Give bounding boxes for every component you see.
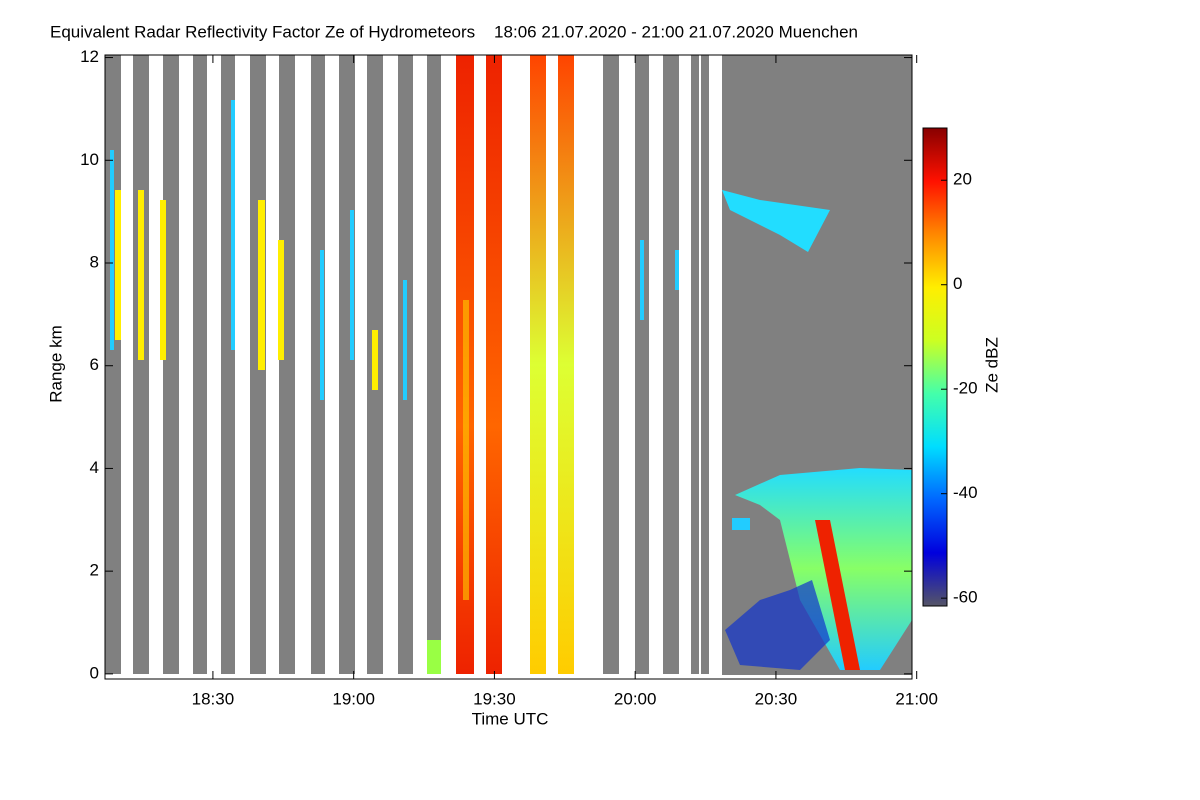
x-tick-label: 18:30 [192, 689, 235, 708]
y-tick-label: 6 [90, 355, 99, 374]
plot-frame [104, 54, 913, 680]
colorbar-tick-label: 0 [953, 274, 962, 293]
y-tick-label: 8 [90, 252, 99, 271]
x-tick-label: 20:30 [755, 689, 798, 708]
x-tick-label: 20:00 [614, 689, 657, 708]
y-tick-label: 0 [90, 663, 99, 682]
chart-title: Equivalent Radar Reflectivity Factor Ze … [50, 22, 858, 41]
x-tick-label: 19:30 [473, 689, 516, 708]
x-axis-label: Time UTC [472, 709, 549, 728]
radar-image [105, 55, 912, 675]
colorbar-tick-label: 20 [953, 170, 972, 189]
colorbar-tick-label: -20 [953, 379, 978, 398]
colorbar [922, 127, 948, 607]
colorbar-label: Ze dBZ [982, 337, 1001, 393]
colorbar-tick-label: -40 [953, 483, 978, 502]
x-tick-label: 21:00 [895, 689, 938, 708]
x-tick-label: 19:00 [332, 689, 375, 708]
y-tick-label: 4 [90, 458, 99, 477]
y-tick-label: 2 [90, 561, 99, 580]
colorbar-tick-label: -60 [953, 588, 978, 607]
y-tick-label: 12 [80, 47, 99, 66]
y-axis-label: Range km [46, 325, 65, 402]
y-tick-label: 10 [80, 150, 99, 169]
